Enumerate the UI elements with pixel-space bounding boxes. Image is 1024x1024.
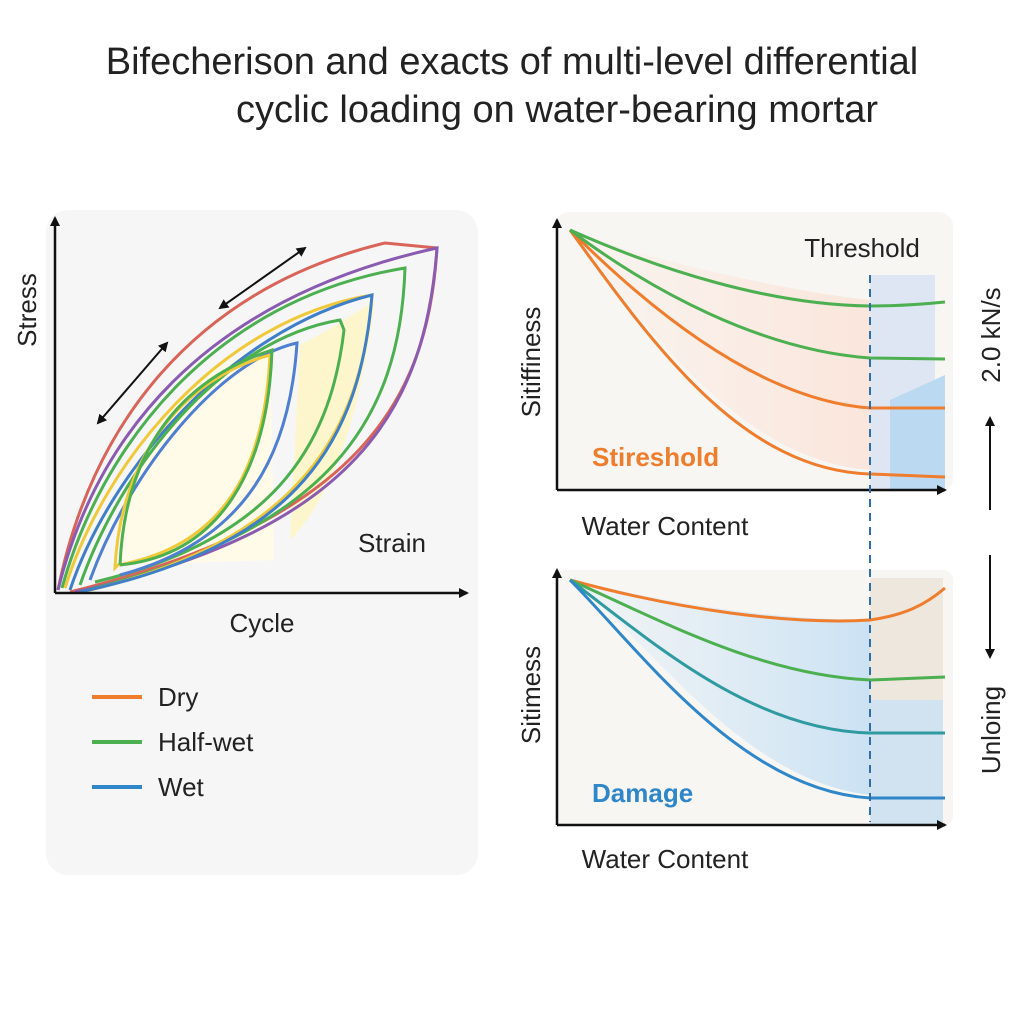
legend-label: Wet <box>158 772 205 802</box>
curve-label: Stireshold <box>592 442 719 472</box>
x-label: Cycle <box>229 608 294 638</box>
threshold-zone <box>870 700 943 825</box>
curve <box>568 228 945 410</box>
curve <box>568 229 946 479</box>
curve <box>569 578 946 682</box>
title-line-2: cyclic loading on water-bearing mortar <box>236 89 878 131</box>
x-label: Water Content <box>582 511 749 541</box>
rate-label: 2.0 kN/s <box>976 287 1006 382</box>
arrow <box>96 341 169 425</box>
loop <box>60 266 407 594</box>
mode-label: Unloing <box>976 686 1006 774</box>
x-label: Water Content <box>582 844 749 874</box>
loop-fill <box>290 300 375 540</box>
y-label: Stress <box>12 273 42 347</box>
threshold-zone <box>890 375 945 490</box>
curve-label: Strain <box>358 528 426 558</box>
annotation: Threshold <box>804 233 920 263</box>
curve-label: Damage <box>592 778 693 808</box>
loop <box>118 347 274 567</box>
legend-label: Half-wet <box>158 727 254 757</box>
y-label: Sitimess <box>516 646 546 744</box>
band-fill <box>570 230 870 470</box>
curve <box>568 578 945 800</box>
curve <box>569 228 946 308</box>
loop <box>56 246 439 594</box>
y-label: Sitiffiness <box>516 307 546 418</box>
curve <box>569 578 945 735</box>
curve <box>569 578 946 623</box>
curve <box>569 228 946 361</box>
title-line-1: Bifecherison and exacts of multi-level d… <box>106 41 919 83</box>
arrow <box>218 246 307 310</box>
legend-label: Dry <box>158 682 198 712</box>
loop <box>88 341 299 581</box>
loop <box>68 293 374 594</box>
